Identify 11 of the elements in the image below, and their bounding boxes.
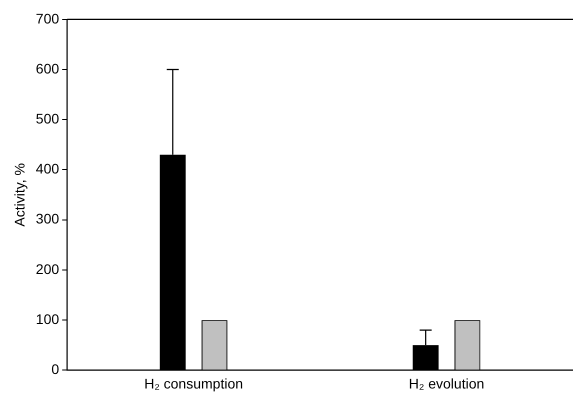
y-tick-label: 700 — [36, 10, 60, 26]
y-tick-label: 400 — [36, 160, 60, 177]
y-tick-label: 0 — [51, 361, 60, 378]
y-tick-label: 100 — [36, 310, 60, 327]
y-tick-label: 200 — [36, 260, 60, 277]
x-tick-label: H₂ evolution — [408, 375, 484, 392]
y-tick-label: 300 — [36, 210, 60, 227]
y-tick-label: 500 — [36, 110, 60, 126]
x-tick-label: H₂ consumption — [144, 375, 244, 392]
y-axis-title: Activity, % — [11, 163, 28, 227]
y-tick-label: 600 — [36, 60, 60, 76]
